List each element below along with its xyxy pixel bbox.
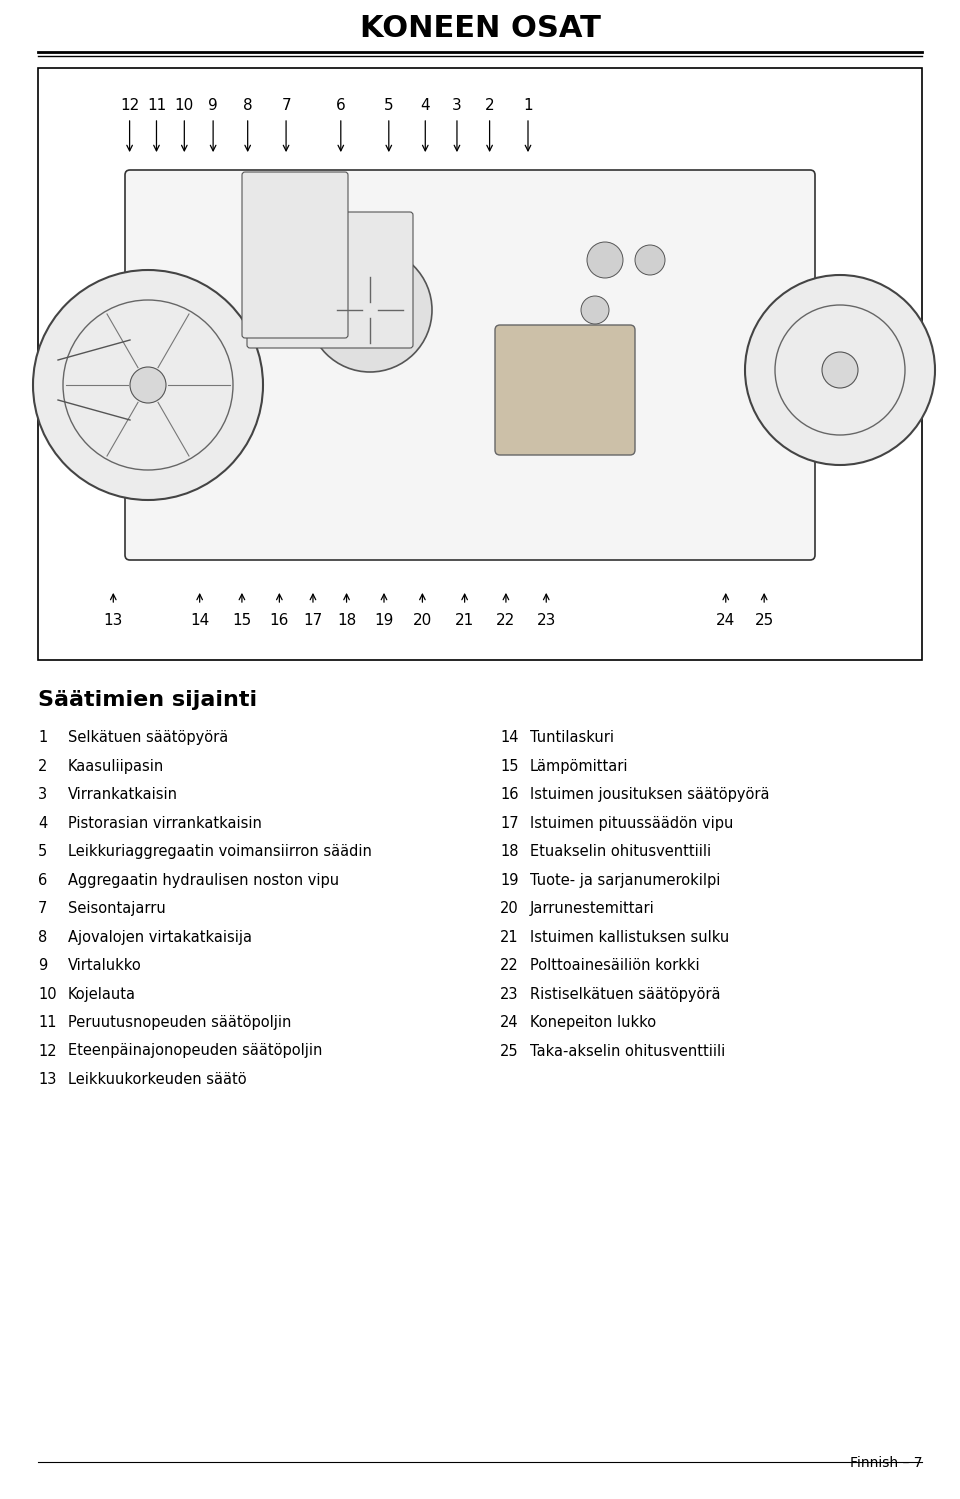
Text: 16: 16 [500, 787, 518, 802]
Text: 15: 15 [500, 758, 518, 773]
Text: 9: 9 [208, 97, 218, 112]
Text: 7: 7 [38, 901, 47, 916]
Text: 15: 15 [232, 613, 252, 628]
Bar [38, 67, 922, 660]
Text: 3: 3 [38, 787, 47, 802]
Text: 23: 23 [500, 986, 518, 1001]
Text: 4: 4 [420, 97, 430, 112]
Text: 8: 8 [243, 97, 252, 112]
Text: 13: 13 [104, 613, 123, 628]
Text: Finnish – 7: Finnish – 7 [850, 1456, 922, 1471]
Text: Aggregaatin hydraulisen noston vipu: Aggregaatin hydraulisen noston vipu [68, 872, 339, 887]
Text: Istuimen jousituksen säätöpyörä: Istuimen jousituksen säätöpyörä [530, 787, 770, 802]
FancyBboxPatch shape [125, 169, 815, 561]
Text: 25: 25 [500, 1043, 518, 1058]
Text: 2: 2 [38, 758, 47, 773]
Text: 21: 21 [455, 613, 474, 628]
FancyBboxPatch shape [247, 211, 413, 348]
FancyBboxPatch shape [495, 325, 635, 456]
Circle shape [63, 300, 233, 471]
Text: 19: 19 [374, 613, 394, 628]
Circle shape [308, 247, 432, 372]
Text: 23: 23 [537, 613, 556, 628]
Circle shape [822, 352, 858, 388]
Text: Pistorasian virrankatkaisin: Pistorasian virrankatkaisin [68, 815, 262, 830]
Circle shape [635, 244, 665, 274]
Text: 24: 24 [500, 1015, 518, 1030]
Text: 17: 17 [500, 815, 518, 830]
Circle shape [581, 295, 609, 324]
Text: 25: 25 [755, 613, 774, 628]
Text: Polttoainesäiliön korkki: Polttoainesäiliön korkki [530, 958, 700, 973]
Text: Virrankatkaisin: Virrankatkaisin [68, 787, 178, 802]
Text: 6: 6 [38, 872, 47, 887]
Text: 6: 6 [336, 97, 346, 112]
Text: 17: 17 [303, 613, 323, 628]
Text: 3: 3 [452, 97, 462, 112]
Text: KONEEN OSAT: KONEEN OSAT [360, 13, 600, 42]
Text: Taka-akselin ohitusventtiili: Taka-akselin ohitusventtiili [530, 1043, 725, 1058]
Text: 1: 1 [38, 730, 47, 745]
Text: 7: 7 [281, 97, 291, 112]
Circle shape [775, 304, 905, 435]
Text: 20: 20 [413, 613, 432, 628]
Text: 1: 1 [523, 97, 533, 112]
FancyBboxPatch shape [242, 172, 348, 337]
Text: Peruutusnopeuden säätöpoljin: Peruutusnopeuden säätöpoljin [68, 1015, 292, 1030]
Text: 14: 14 [190, 613, 209, 628]
Text: 22: 22 [496, 613, 516, 628]
Text: 20: 20 [500, 901, 518, 916]
Text: 18: 18 [337, 613, 356, 628]
Text: Tuntilaskuri: Tuntilaskuri [530, 730, 614, 745]
Text: Istuimen pituussäädön vipu: Istuimen pituussäädön vipu [530, 815, 733, 830]
Text: Ajovalojen virtakatkaisija: Ajovalojen virtakatkaisija [68, 929, 252, 944]
Circle shape [33, 270, 263, 501]
Text: 24: 24 [716, 613, 735, 628]
Text: Leikkuukorkeuden säätö: Leikkuukorkeuden säätö [68, 1072, 247, 1087]
Text: Seisontajarru: Seisontajarru [68, 901, 166, 916]
Circle shape [335, 274, 405, 345]
Text: 11: 11 [147, 97, 166, 112]
Text: 5: 5 [384, 97, 394, 112]
Text: Tuote- ja sarjanumerokilpi: Tuote- ja sarjanumerokilpi [530, 872, 720, 887]
Text: Säätimien sijainti: Säätimien sijainti [38, 690, 257, 711]
Text: Lämpömittari: Lämpömittari [530, 758, 629, 773]
Text: 19: 19 [500, 872, 518, 887]
Text: Virtalukko: Virtalukko [68, 958, 142, 973]
Text: 5: 5 [38, 844, 47, 859]
Text: 22: 22 [500, 958, 518, 973]
Text: 16: 16 [270, 613, 289, 628]
Text: Kaasuliipasin: Kaasuliipasin [68, 758, 164, 773]
Text: 4: 4 [38, 815, 47, 830]
Text: Jarrunestemittari: Jarrunestemittari [530, 901, 655, 916]
Text: Istuimen kallistuksen sulku: Istuimen kallistuksen sulku [530, 929, 730, 944]
Text: Etuakselin ohitusventtiili: Etuakselin ohitusventtiili [530, 844, 711, 859]
Text: Kojelauta: Kojelauta [68, 986, 136, 1001]
Text: 10: 10 [175, 97, 194, 112]
Text: Ristiselkätuen säätöpyörä: Ristiselkätuen säätöpyörä [530, 986, 721, 1001]
Text: 13: 13 [38, 1072, 57, 1087]
Text: 2: 2 [485, 97, 494, 112]
Text: 12: 12 [38, 1043, 57, 1058]
Circle shape [130, 367, 166, 403]
Text: Eteenpäinajonopeuden säätöpoljin: Eteenpäinajonopeuden säätöpoljin [68, 1043, 323, 1058]
Text: Konepeiton lukko: Konepeiton lukko [530, 1015, 656, 1030]
Text: 10: 10 [38, 986, 57, 1001]
Text: 11: 11 [38, 1015, 57, 1030]
Circle shape [745, 274, 935, 465]
Text: 21: 21 [500, 929, 518, 944]
Text: 12: 12 [120, 97, 139, 112]
Text: 18: 18 [500, 844, 518, 859]
Circle shape [587, 241, 623, 277]
Text: 14: 14 [500, 730, 518, 745]
Text: Selkätuen säätöpyörä: Selkätuen säätöpyörä [68, 730, 228, 745]
Text: Leikkuriaggregaatin voimansiirron säädin: Leikkuriaggregaatin voimansiirron säädin [68, 844, 372, 859]
Text: 9: 9 [38, 958, 47, 973]
Text: 8: 8 [38, 929, 47, 944]
